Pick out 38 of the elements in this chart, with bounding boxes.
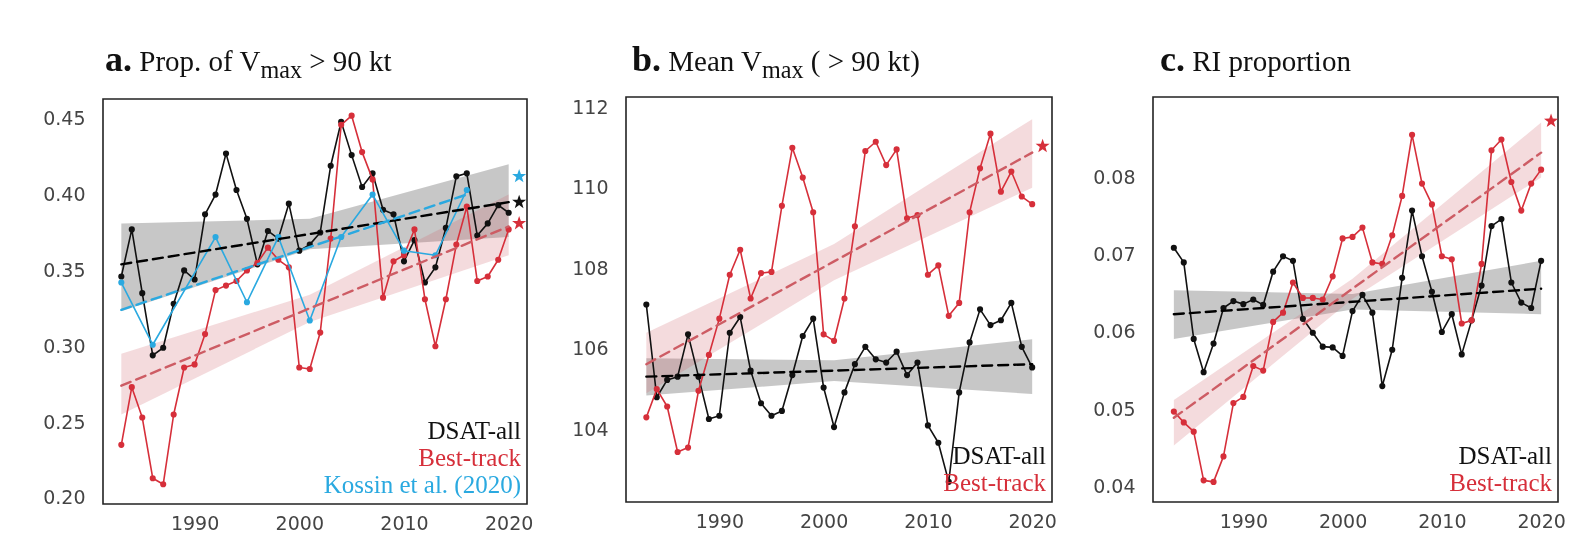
y-tick-label: 0.07 [1093, 243, 1136, 266]
y-tick-label: 0.08 [1093, 165, 1136, 188]
text: DSAT-all [1458, 442, 1553, 469]
y-tick-label: 106 [572, 337, 609, 360]
y-tick-label: 0.05 [1093, 397, 1136, 420]
y-tick-label: 104 [572, 417, 609, 440]
x-tick-label: 2020 [1008, 509, 1057, 532]
text: Best-track [1449, 469, 1553, 496]
y-tick-label: 0.40 [43, 183, 86, 206]
y-tick-label: 0.35 [43, 258, 86, 281]
y-tick-label: 108 [572, 256, 609, 279]
x-tick-label: 2000 [275, 511, 324, 534]
y-tick-label: 0.30 [43, 334, 86, 357]
y-tick-label: 0.20 [43, 486, 86, 509]
x-tick-label: 2010 [1418, 509, 1467, 532]
text: Best-track [418, 444, 522, 471]
x-tick-label: 2000 [799, 509, 849, 532]
x-tick-label: 2020 [1517, 509, 1566, 532]
y-tick-label: 0.45 [43, 107, 86, 130]
x-tick-label: 2010 [904, 509, 953, 532]
chart-title: a. Prop. of V$_{max}$ > 90 kt [105, 38, 392, 84]
x-tick-label: 2000 [1318, 509, 1368, 532]
y-tick-label: 0.06 [1093, 320, 1136, 343]
text: Best-track [943, 469, 1047, 496]
y-tick-label: 112 [572, 95, 609, 118]
x-tick-label: 2010 [380, 511, 429, 534]
y-tick-label: 0.25 [43, 410, 86, 433]
y-tick-label: 110 [572, 176, 609, 199]
series-label: DSAT-all [952, 442, 1047, 469]
text: Kossin et al. (2020) [323, 471, 521, 499]
x-tick-label: 1990 [1219, 509, 1269, 532]
text: DSAT-all [427, 417, 522, 444]
chart-title: b. Mean V$_{max}$ ( > 90 kt) [632, 38, 920, 84]
x-tick-label: 1990 [170, 511, 220, 534]
x-tick-label: 2020 [485, 511, 534, 534]
y-tick-label: 0.04 [1093, 475, 1136, 498]
chart-title: c. RI proportion [1160, 38, 1351, 80]
x-tick-label: 1990 [695, 509, 745, 532]
